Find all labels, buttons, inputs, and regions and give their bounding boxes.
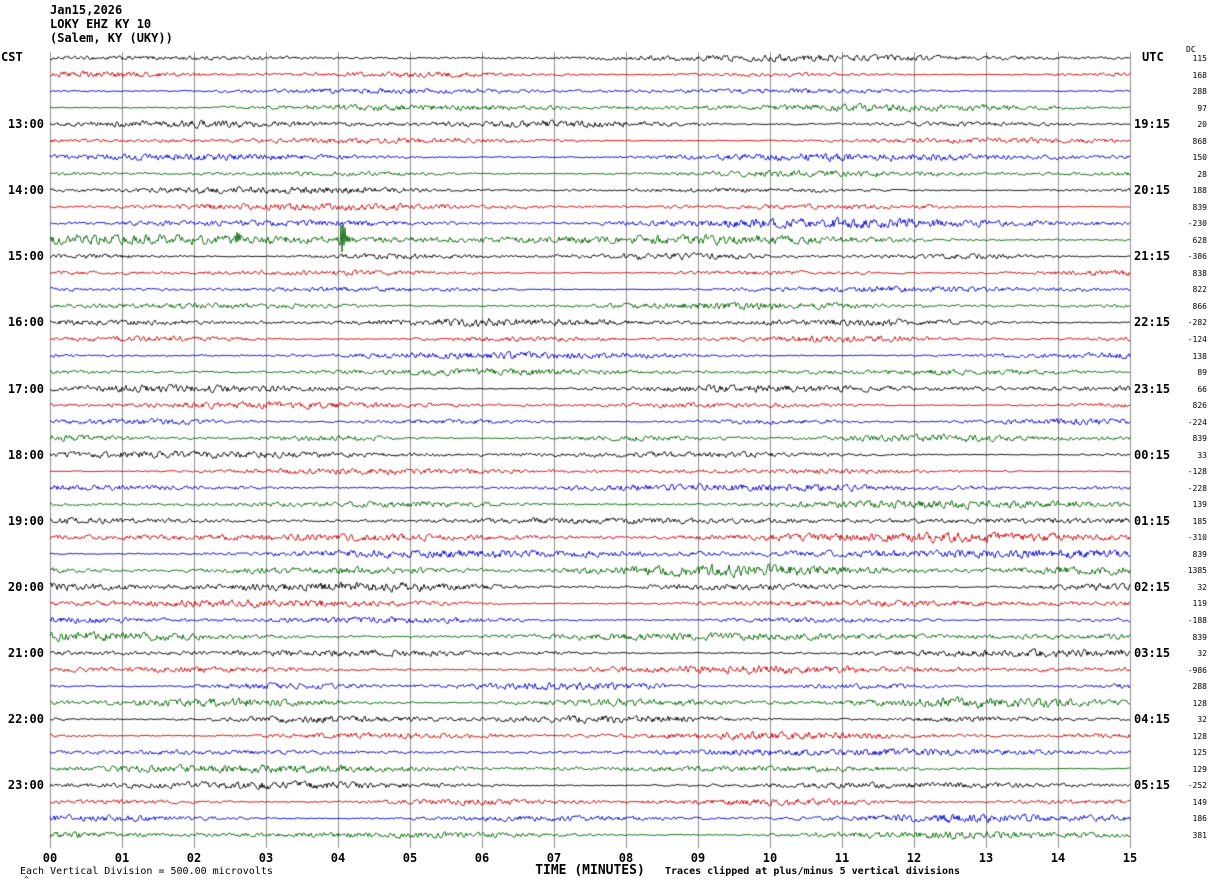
- utc-hour-label: 00:15: [1134, 447, 1171, 462]
- cst-hour-label: 19:00: [7, 513, 44, 528]
- utc-hour-label: 21:15: [1134, 249, 1171, 264]
- cst-hour-label: 22:00: [7, 712, 44, 727]
- dc-offset-value: 288: [1192, 682, 1207, 692]
- right-timezone-label: UTC: [1142, 50, 1164, 64]
- dc-offset-value: 138: [1192, 351, 1207, 361]
- dc-offset-value: -230: [1187, 219, 1207, 229]
- dc-offset-value: 119: [1192, 599, 1207, 609]
- dc-offset-value: 33: [1197, 450, 1207, 460]
- cst-hour-label: 21:00: [7, 646, 44, 661]
- dc-offset-value: 185: [1192, 516, 1207, 526]
- x-axis-tick-label: 13: [978, 851, 994, 865]
- clip-note: Traces clipped at plus/minus 5 vertical …: [665, 866, 961, 877]
- dc-offset-value: 28: [1197, 169, 1207, 179]
- utc-hour-label: 22:15: [1134, 315, 1171, 330]
- cst-hour-label: 13:00: [7, 117, 44, 132]
- dc-offset-value: -124: [1187, 335, 1207, 344]
- x-axis-tick-label: 12: [906, 851, 922, 865]
- cst-hour-label: 17:00: [7, 381, 44, 396]
- dc-offset-value: 150: [1192, 153, 1207, 163]
- dc-offset-value: 128: [1192, 731, 1207, 741]
- dc-offset-value: 168: [1192, 70, 1207, 80]
- utc-hour-label: 19:15: [1134, 117, 1171, 132]
- scale-note: Each Vertical Division = 500.00 microvol…: [20, 866, 273, 877]
- dc-offset-value: -252: [1187, 781, 1207, 791]
- dc-offset-value: 32: [1197, 649, 1207, 659]
- x-axis-tick-label: 15: [1122, 851, 1138, 865]
- plot-date: Jan15,2026: [50, 3, 123, 17]
- utc-hour-label: 23:15: [1134, 381, 1171, 396]
- dc-offset-value: 20: [1197, 120, 1207, 130]
- cst-hour-label: 16:00: [7, 315, 44, 330]
- x-axis-title: TIME (MINUTES): [535, 863, 645, 878]
- dc-offset-value: -224: [1187, 417, 1207, 427]
- dc-offset-value: -986: [1187, 665, 1207, 675]
- x-axis-tick-label: 04: [330, 851, 346, 865]
- dc-offset-value: -386: [1187, 252, 1207, 262]
- utc-hour-label: 05:15: [1134, 778, 1171, 793]
- utc-hour-label: 04:15: [1134, 712, 1171, 727]
- dc-offset-value: -128: [1187, 467, 1207, 477]
- dc-offset-value: 97: [1197, 103, 1207, 113]
- left-timezone-label: CST: [1, 50, 23, 64]
- dc-offset-value: 32: [1197, 582, 1207, 592]
- dc-offset-value: 188: [1192, 186, 1207, 196]
- utc-hour-label: 02:15: [1134, 579, 1171, 594]
- dc-offset-value: 838: [1192, 268, 1207, 278]
- dc-offset-value: 186: [1192, 814, 1207, 824]
- cst-hour-label: 23:00: [7, 778, 44, 793]
- dc-offset-value: 32: [1197, 715, 1207, 725]
- dc-offset-value: 115: [1192, 54, 1207, 63]
- x-axis-tick-label: 05: [402, 851, 418, 865]
- utc-hour-label: 03:15: [1134, 646, 1171, 661]
- dc-offset-value: 1385: [1187, 566, 1207, 576]
- dc-offset-value: 839: [1192, 434, 1207, 444]
- dc-offset-value: 628: [1192, 235, 1207, 245]
- dc-offset-value: 66: [1197, 384, 1207, 394]
- dc-offset-value: 826: [1192, 401, 1207, 411]
- dc-offset-value: -310: [1187, 533, 1207, 543]
- corner-mark: ^: [24, 875, 29, 884]
- dc-offset-value: 381: [1192, 830, 1207, 840]
- station-id: LOKY EHZ KY 10: [50, 17, 152, 31]
- dc-offset-value: -228: [1187, 483, 1207, 493]
- cst-hour-label: 20:00: [7, 579, 44, 594]
- x-axis-tick-label: 10: [762, 851, 778, 865]
- cst-hour-label: 18:00: [7, 447, 44, 462]
- dc-offset-value: 125: [1192, 748, 1207, 758]
- dc-offset-value: 129: [1192, 764, 1207, 774]
- x-axis-tick-label: 09: [690, 851, 706, 865]
- x-axis-tick-label: 11: [834, 851, 850, 865]
- x-axis-tick-label: 03: [258, 851, 274, 865]
- utc-hour-label: 20:15: [1134, 183, 1171, 198]
- dc-offset-value: 839: [1192, 202, 1207, 212]
- x-axis-tick-label: 14: [1050, 851, 1066, 865]
- dc-offset-value: -188: [1187, 616, 1207, 626]
- dc-offset-value: 128: [1192, 698, 1207, 708]
- x-axis-tick-label: 07: [546, 851, 562, 865]
- dc-column-header: DC: [1186, 45, 1196, 54]
- dc-offset-value: -282: [1187, 318, 1207, 328]
- cst-hour-label: 15:00: [7, 249, 44, 264]
- dc-offset-value: 149: [1192, 797, 1207, 807]
- dc-offset-value: 839: [1192, 549, 1207, 559]
- dc-offset-value: 139: [1192, 500, 1207, 510]
- dc-offset-value: 288: [1192, 87, 1207, 97]
- dc-offset-value: 822: [1192, 285, 1207, 295]
- dc-offset-value: 89: [1197, 368, 1207, 378]
- dc-offset-value: 866: [1192, 301, 1207, 311]
- x-axis-tick-label: 08: [618, 851, 634, 865]
- utc-hour-label: 01:15: [1134, 513, 1171, 528]
- x-axis-tick-label: 06: [474, 851, 490, 865]
- x-axis-tick-label: 00: [42, 851, 58, 865]
- station-location: (Salem, KY (UKY)): [50, 31, 173, 45]
- x-axis-tick-label: 01: [114, 851, 130, 865]
- dc-offset-value: 868: [1192, 136, 1207, 146]
- x-axis-tick-label: 02: [186, 851, 202, 865]
- dc-offset-value: 839: [1192, 632, 1207, 642]
- cst-hour-label: 14:00: [7, 183, 44, 198]
